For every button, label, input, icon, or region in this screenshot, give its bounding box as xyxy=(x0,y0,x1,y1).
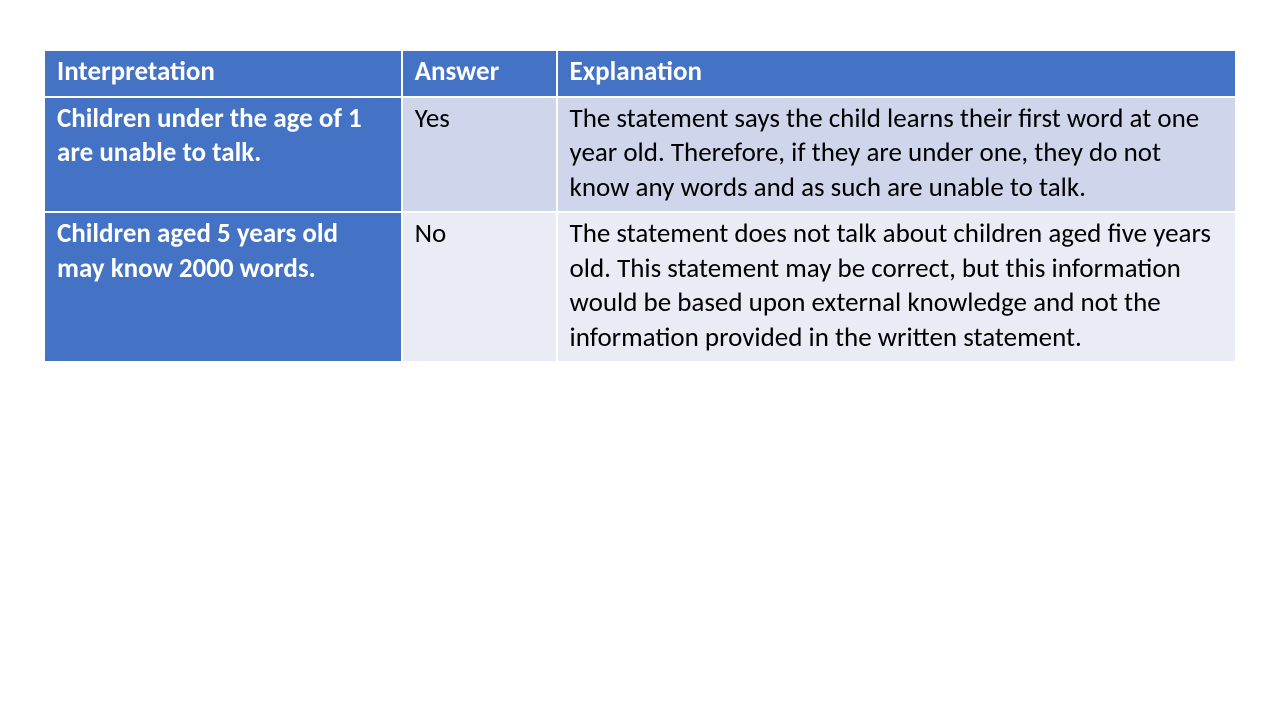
cell-answer: Yes xyxy=(402,97,557,213)
header-answer: Answer xyxy=(402,50,557,97)
header-interpretation: Interpretation xyxy=(44,50,402,97)
cell-answer: No xyxy=(402,212,557,362)
cell-interpretation: Children aged 5 years old may know 2000 … xyxy=(44,212,402,362)
cell-interpretation: Children under the age of 1 are unable t… xyxy=(44,97,402,213)
header-explanation: Explanation xyxy=(557,50,1236,97)
table-row: Children aged 5 years old may know 2000 … xyxy=(44,212,1236,362)
page-container: Interpretation Answer Explanation Childr… xyxy=(0,0,1280,720)
table-header-row: Interpretation Answer Explanation xyxy=(44,50,1236,97)
interpretation-table: Interpretation Answer Explanation Childr… xyxy=(44,50,1236,362)
cell-explanation: The statement does not talk about childr… xyxy=(557,212,1236,362)
cell-explanation: The statement says the child learns thei… xyxy=(557,97,1236,213)
table-row: Children under the age of 1 are unable t… xyxy=(44,97,1236,213)
